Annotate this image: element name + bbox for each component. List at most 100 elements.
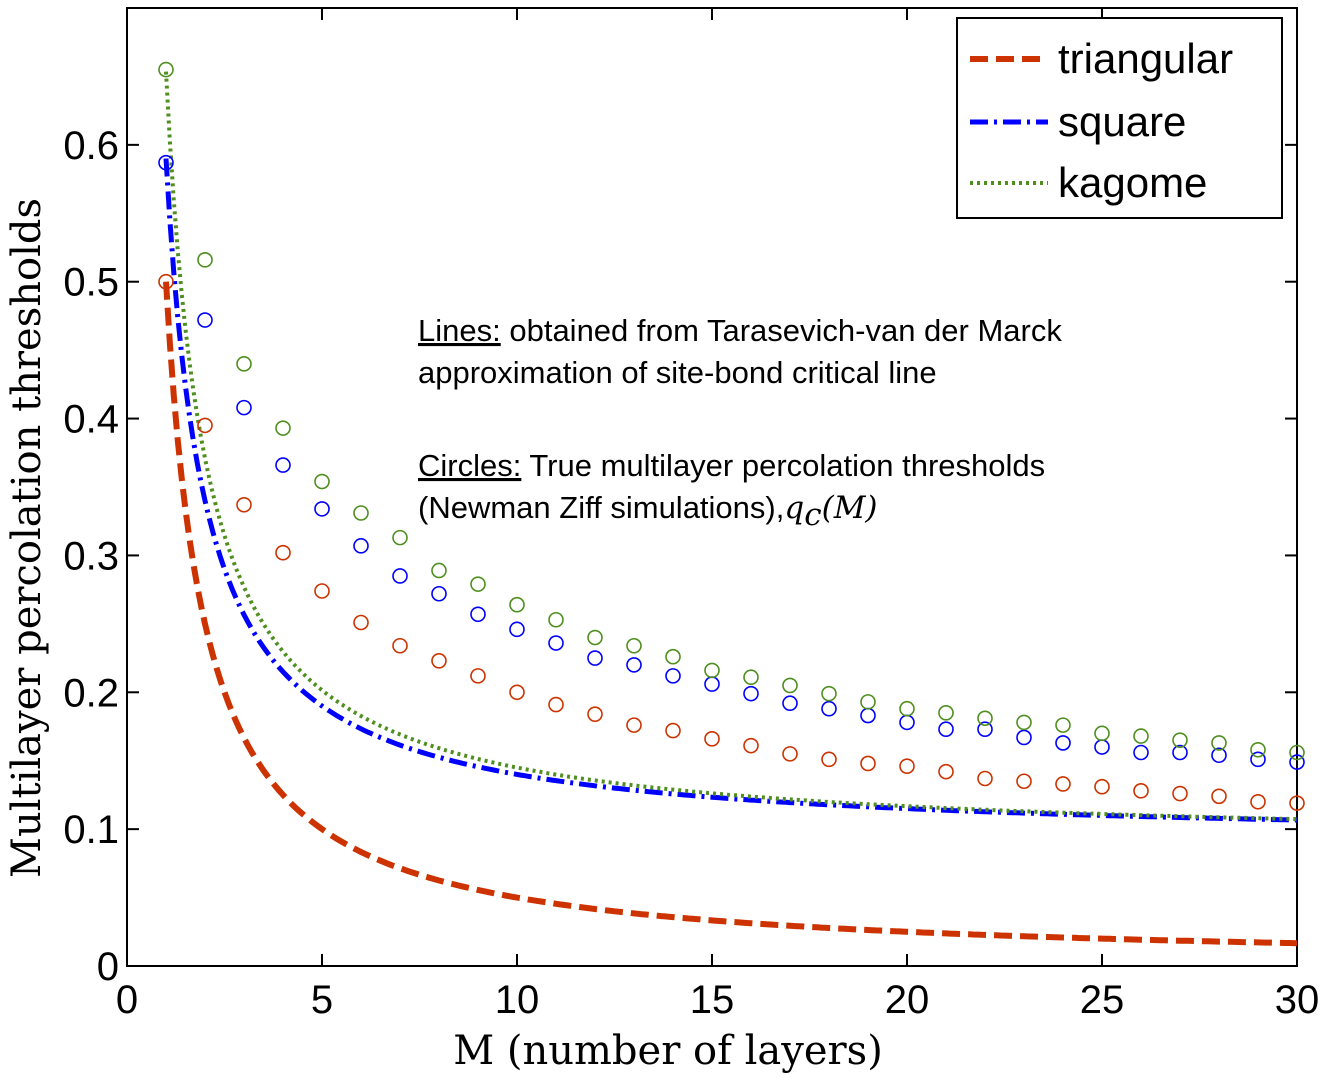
- annotation-circles-math-arg: (M): [822, 490, 878, 526]
- marker-square-7: [392, 568, 408, 584]
- marker-kagome-9: [470, 576, 486, 592]
- marker-kagome-21: [938, 705, 954, 721]
- y-tick-label-6: 0.6: [63, 124, 119, 168]
- annotation-circles-line2: (Newman Ziff simulations),qc(M): [418, 490, 878, 533]
- annotation: Lines: obtained from Tarasevich-van der …: [418, 313, 1062, 533]
- marker-kagome-26: [1133, 728, 1149, 744]
- marker-square-29: [1250, 751, 1266, 768]
- series-lines: [163, 71, 1298, 947]
- marker-triangular-6: [353, 614, 369, 631]
- marker-triangular-11: [548, 696, 564, 713]
- marker-square-16: [743, 685, 759, 702]
- marker-kagome-30: [1289, 744, 1305, 761]
- series-markers: [158, 61, 1305, 811]
- marker-kagome-13: [626, 637, 642, 654]
- marker-triangular-3: [236, 496, 252, 513]
- marker-kagome-11: [548, 611, 564, 628]
- marker-kagome-5: [314, 473, 330, 490]
- legend-label-kagome: kagome: [1058, 159, 1207, 206]
- marker-kagome-7: [392, 529, 408, 546]
- series-line-triangular: [163, 281, 1298, 947]
- marker-kagome-25: [1094, 725, 1110, 742]
- marker-kagome-15: [704, 662, 720, 679]
- marker-square-8: [431, 585, 447, 602]
- marker-triangular-7: [392, 637, 408, 654]
- marker-triangular-2: [197, 417, 213, 434]
- marker-triangular-30: [1289, 795, 1305, 811]
- marker-kagome-10: [509, 596, 525, 613]
- marker-triangular-4: [275, 544, 291, 561]
- x-tick-label-25: 25: [1080, 978, 1125, 1022]
- marker-triangular-29: [1250, 793, 1266, 810]
- marker-triangular-25: [1094, 778, 1110, 795]
- marker-triangular-19: [860, 755, 876, 772]
- marker-kagome-29: [1250, 741, 1266, 758]
- marker-kagome-22: [977, 710, 993, 727]
- annotation-circles-heading: Circles:: [418, 448, 521, 483]
- marker-triangular-12: [587, 706, 603, 722]
- marker-kagome-28: [1211, 735, 1227, 751]
- marker-square-27: [1172, 744, 1188, 761]
- marker-triangular-1: [158, 273, 174, 290]
- marker-square-25: [1094, 739, 1110, 755]
- marker-triangular-13: [626, 717, 642, 733]
- marker-kagome-2: [197, 252, 213, 268]
- marker-triangular-10: [509, 684, 525, 701]
- marker-square-13: [626, 657, 642, 673]
- marker-triangular-16: [743, 737, 759, 754]
- marker-kagome-27: [1172, 732, 1188, 748]
- marker-triangular-26: [1133, 783, 1149, 799]
- y-tick-label-4: 0.4: [63, 398, 119, 442]
- marker-square-30: [1289, 754, 1305, 770]
- x-tick-label-10: 10: [495, 978, 540, 1022]
- marker-triangular-9: [470, 668, 486, 684]
- y-tick-label-0: 0: [97, 945, 119, 989]
- marker-square-24: [1055, 735, 1071, 751]
- marker-triangular-18: [821, 751, 837, 768]
- x-tick-label-15: 15: [690, 978, 735, 1022]
- x-tick-label-30: 30: [1275, 978, 1320, 1022]
- marker-kagome-3: [236, 356, 252, 372]
- marker-kagome-24: [1055, 717, 1071, 733]
- marker-kagome-6: [353, 505, 369, 521]
- annotation-lines-text-1: obtained from Tarasevich-van der Marck: [501, 313, 1063, 348]
- series-line-kagome: [164, 71, 1298, 822]
- marker-kagome-14: [665, 648, 681, 665]
- marker-kagome-20: [899, 700, 915, 717]
- y-tick-labels: 0 0.1 0.2 0.3 0.4 0.5 0.6: [63, 124, 119, 989]
- marker-square-19: [860, 707, 876, 724]
- annotation-circles-math-sub: c: [804, 497, 821, 533]
- marker-square-5: [314, 501, 330, 517]
- marker-triangular-20: [899, 758, 915, 774]
- marker-square-15: [704, 676, 720, 692]
- y-tick-label-2: 0.2: [63, 671, 119, 715]
- marker-kagome-23: [1016, 714, 1032, 731]
- marker-kagome-1: [158, 61, 174, 78]
- x-axis-title-text: M (number of layers): [453, 1028, 883, 1074]
- marker-kagome-19: [860, 694, 876, 710]
- annotation-circles-text-1: True multilayer percolation thresholds: [521, 448, 1045, 483]
- marker-triangular-5: [314, 583, 330, 599]
- marker-triangular-23: [1016, 773, 1032, 790]
- marker-kagome-18: [821, 685, 837, 702]
- series-line-square: [163, 158, 1298, 823]
- marker-square-2: [197, 312, 213, 328]
- marker-kagome-4: [275, 420, 291, 436]
- legend-box: [956, 17, 1283, 219]
- marker-square-21: [938, 721, 954, 738]
- legend-label-square: square: [1058, 98, 1186, 145]
- marker-triangular-15: [704, 731, 720, 747]
- annotation-lines-text-2: approximation of site-bond critical line: [418, 355, 937, 390]
- marker-triangular-17: [782, 746, 798, 762]
- marker-square-18: [821, 700, 837, 717]
- marker-square-10: [509, 621, 525, 638]
- annotation-lines-heading: Lines:: [418, 313, 501, 348]
- y-tick-label-5: 0.5: [63, 261, 119, 305]
- x-tick-label-5: 5: [311, 978, 333, 1022]
- marker-square-11: [548, 635, 564, 651]
- marker-square-12: [587, 650, 603, 666]
- marker-square-6: [353, 538, 369, 554]
- marker-square-20: [899, 714, 915, 731]
- marker-triangular-22: [977, 770, 993, 787]
